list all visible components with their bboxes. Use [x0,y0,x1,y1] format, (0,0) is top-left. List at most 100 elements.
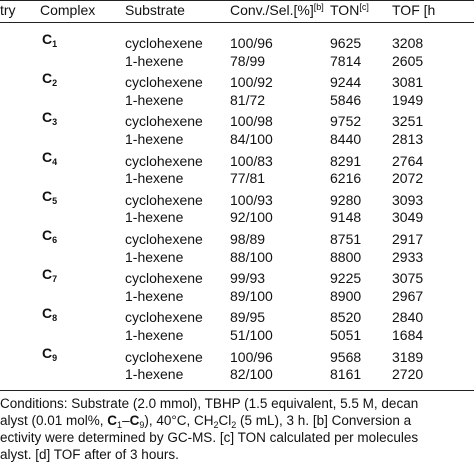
tof: 2917 [392,231,424,247]
complex-letter: C [42,187,53,204]
header-ton: TON[c] [330,2,369,18]
ton: 5051 [330,326,362,343]
tof: 2764 [392,152,424,169]
complex-subscript: 8 [52,313,58,324]
header-text: TON [330,2,360,18]
footnote: alyst (0.01 mol%, C1–C9), 40°C, CH2Cl2 (… [0,413,411,430]
conv-sel: 82/100 [230,366,273,383]
footnote-text: ), 40°C, CH [144,413,214,428]
complex-subscript: 5 [52,195,58,206]
complex-letter: C [42,109,53,126]
substrate: 1-hexene [125,52,184,69]
tof: 3208 [392,35,424,51]
conv-sel: 100/93 [230,191,273,208]
ton: 9244 [330,74,362,91]
conv-sel: 89/95 [230,309,266,326]
conv-sel: 77/81 [230,170,266,187]
tof: 3093 [392,191,424,208]
complex-subscript: 4 [52,156,58,167]
ton: 8900 [330,287,362,304]
complex-subscript: 7 [52,274,58,285]
header-conv-sel: Conv./Sel.[%][b] [230,2,324,18]
substrate: 1-hexene [125,287,184,304]
complex-label: C1 [42,31,58,49]
header-substrate: Substrate [125,2,185,18]
complex-label: C5 [42,187,58,206]
complex-label: C9 [42,345,58,363]
footnote: Conditions: Substrate (2.0 mmol), TBHP (… [0,396,418,412]
header-entry: try [0,2,16,18]
tof: 3081 [392,74,424,91]
tof: 1949 [392,91,424,108]
footnote: ectivity were determined by GC-MS. [c] T… [0,430,418,446]
tof: 2072 [392,170,424,187]
footnote-text: alyst (0.01 mol%, [0,413,108,428]
ton: 6216 [330,170,362,187]
header-rule [0,22,474,23]
tof: 3049 [392,209,424,226]
footnote: alyst. [d] TOF after of 3 hours. [0,447,179,463]
ton: 9280 [330,191,362,208]
header-tof: TOF [h [392,2,436,18]
conv-sel: 100/83 [230,152,273,169]
footnote-text: alyst. [d] TOF after of 3 hours. [0,447,179,462]
footnote-text: C [129,413,140,428]
complex-label: C3 [42,109,58,128]
header-complex: Complex [40,2,96,18]
substrate: cyclohexene [125,191,203,208]
ton: 5846 [330,91,362,108]
complex-subscript: 3 [52,117,58,128]
footnote-text: 2 [231,420,237,430]
conv-sel: 99/93 [230,270,266,287]
ton: 8161 [330,366,362,383]
ton: 9625 [330,35,362,51]
footnote-text: C [107,413,118,428]
tof: 3251 [392,113,424,130]
conv-sel: 78/99 [230,52,266,69]
ton: 8440 [330,130,362,147]
substrate: cyclohexene [125,231,203,247]
complex-subscript: 9 [52,352,58,363]
conv-sel: 98/89 [230,231,266,247]
ton: 9752 [330,113,362,130]
ton: 8291 [330,152,362,169]
ton: 9568 [330,348,362,365]
substrate: 1-hexene [125,130,184,147]
complex-label: C4 [42,148,58,167]
substrate: cyclohexene [125,35,203,51]
substrate: 1-hexene [125,170,184,187]
tof: 2813 [392,130,424,147]
complex-label: C6 [42,227,57,245]
complex-letter: C [42,31,53,47]
complex-letter: C [42,305,53,322]
complex-label: C2 [42,70,58,89]
footnote-text: 1 [117,420,123,430]
substrate: cyclohexene [125,113,203,130]
complex-subscript: 1 [52,39,58,49]
conv-sel: 88/100 [230,248,273,265]
conv-sel: 100/96 [230,348,273,365]
complex-letter: C [42,266,53,283]
footnote-text: 2 [213,420,219,430]
complex-letter: C [42,148,53,165]
tof: 2605 [392,52,424,69]
complex-label: C8 [42,305,58,324]
tof: 3075 [392,270,424,287]
bottom-rule [0,390,474,391]
footnote-text: – [122,413,130,428]
footnote-text: 9 [139,420,145,430]
substrate: cyclohexene [125,270,203,287]
tof: 2720 [392,366,424,383]
ton: 8751 [330,231,362,247]
conv-sel: 100/92 [230,74,273,91]
substrate: 1-hexene [125,91,184,108]
conv-sel: 92/100 [230,209,273,226]
footnote-text: Cl [218,413,232,428]
substrate: cyclohexene [125,152,203,169]
conv-sel: 100/98 [230,113,273,130]
substrate: cyclohexene [125,309,203,326]
substrate: 1-hexene [125,248,184,265]
complex-subscript: 2 [52,78,58,89]
conv-sel: 89/100 [230,287,273,304]
